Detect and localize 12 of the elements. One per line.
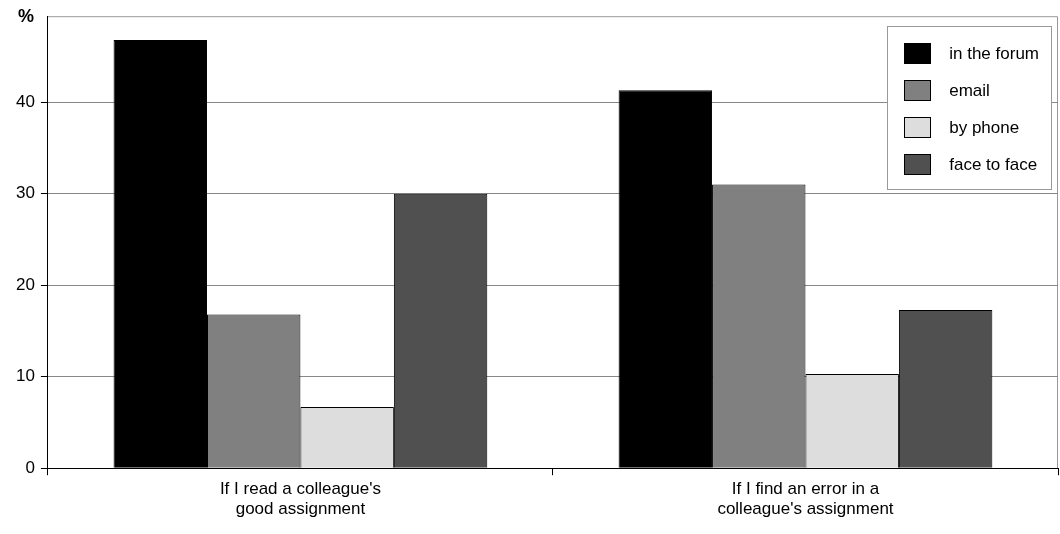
legend-label: by phone	[949, 117, 1020, 138]
x-tick-label: If I find an error in a colleague's assignment	[717, 479, 894, 519]
legend-label: email	[949, 80, 990, 101]
y-tick-label: 0	[25, 457, 35, 477]
x-tick-label: If I read a colleague's good assignment	[219, 479, 381, 519]
y-tick-label: 30	[15, 183, 35, 203]
y-tick-label: 20	[15, 274, 35, 294]
y-tick-label: 10	[15, 366, 35, 386]
y-axis-title: %	[18, 6, 35, 27]
legend-label: in the forum	[949, 43, 1039, 64]
legend-label: face to face	[949, 154, 1038, 175]
y-tick-label: 40	[15, 91, 35, 111]
